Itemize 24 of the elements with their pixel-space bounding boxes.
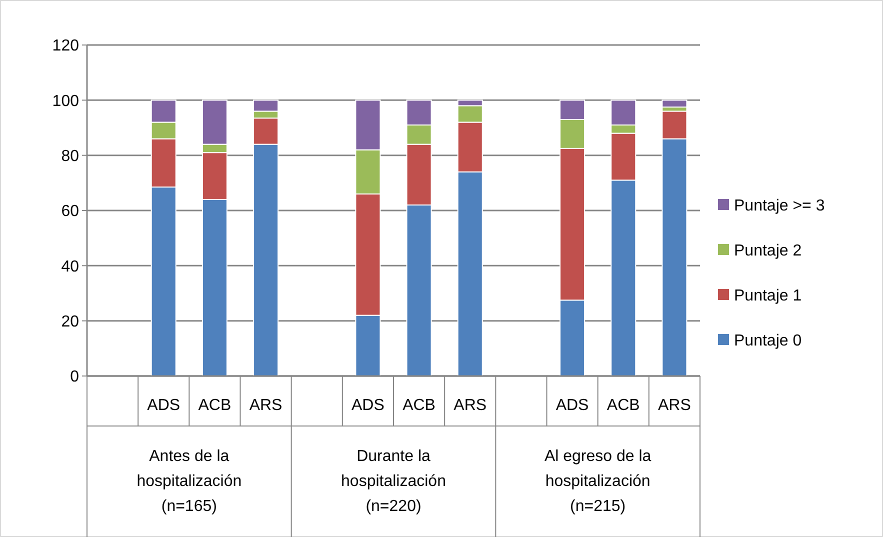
text: Al egreso de la hospitalización (n=215) <box>544 448 652 515</box>
x-tick-label: ARS <box>249 397 282 414</box>
legend-label: Puntaje 2 <box>734 242 802 260</box>
x-tick-label: ACB <box>606 397 640 414</box>
x-tick-label: ARS <box>658 397 691 414</box>
x-tick-label: ADS <box>556 397 589 414</box>
legend-label: Puntaje 1 <box>734 288 802 305</box>
text: Durante la hospitalización (n=220) <box>341 448 446 515</box>
bar <box>662 100 688 108</box>
y-tick-label: 20 <box>61 313 80 330</box>
x-tick-label: ACB <box>198 397 232 414</box>
y-tick-label: 0 <box>70 368 80 386</box>
legend-label: Puntaje 0 <box>734 332 802 350</box>
text: Antes de la hospitalización (n=165) <box>136 448 242 515</box>
y-tick-label: 60 <box>61 203 80 220</box>
x-tick-label: ACB <box>402 397 436 414</box>
legend-label: Puntaje >= 3 <box>734 198 825 215</box>
x-tick-label: ARS <box>454 397 487 414</box>
y-tick-label: 40 <box>61 258 80 276</box>
y-tick-label: 100 <box>52 92 80 110</box>
y-tick-label: 80 <box>61 148 80 165</box>
x-tick-label: ADS <box>352 397 384 414</box>
x-tick-label: ADS <box>147 397 180 414</box>
y-tick-label: 120 <box>52 38 80 55</box>
